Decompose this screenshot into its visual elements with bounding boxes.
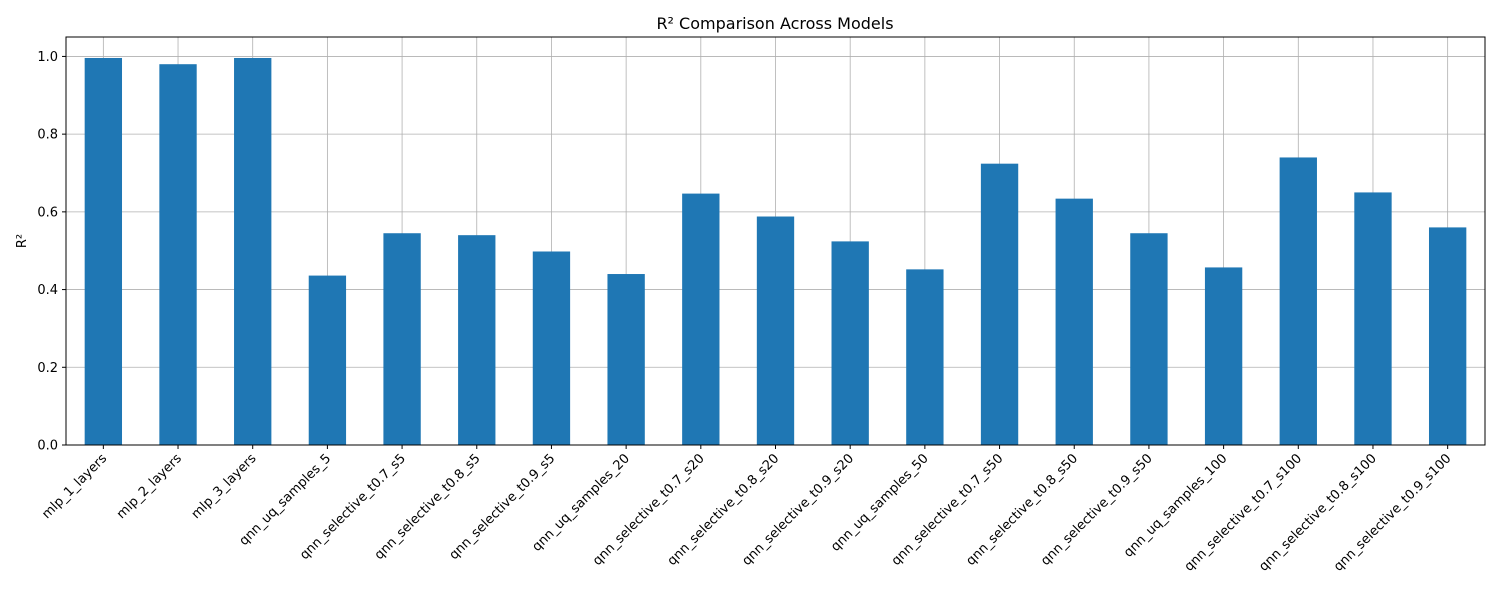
bar [1354, 192, 1392, 445]
bar [1055, 198, 1093, 445]
bar [159, 64, 197, 445]
bar [682, 193, 720, 445]
bar [234, 57, 272, 446]
y-tick-label: 0.0 [37, 439, 58, 454]
bar [383, 233, 421, 445]
bar [1204, 267, 1243, 445]
bar [1279, 157, 1317, 445]
bar [1428, 227, 1467, 445]
y-tick-label: 0.2 [37, 361, 58, 376]
x-tick-label: mlp_3_layers [189, 451, 260, 522]
y-axis-ticks: 0.0 0.2 0.4 0.6 0.8 1.0 [37, 50, 66, 454]
bar [831, 241, 869, 445]
chart-title: R² Comparison Across Models [656, 14, 893, 33]
bar [607, 274, 645, 445]
bars [84, 57, 1467, 446]
bar [458, 235, 496, 445]
bar [532, 251, 571, 445]
bar [756, 216, 795, 445]
x-tick-label: mlp_1_layers [39, 451, 110, 522]
bar [308, 275, 347, 445]
y-axis-label: R² [15, 234, 30, 248]
bar [84, 57, 123, 446]
y-tick-label: 0.4 [37, 283, 58, 298]
x-axis-ticks: mlp_1_layers mlp_2_layers mlp_3_layersqnn_… [39, 445, 1454, 575]
bar [906, 269, 944, 445]
y-tick-label: 0.8 [37, 128, 58, 143]
bar [1130, 233, 1168, 445]
bar [980, 163, 1019, 445]
y-tick-label: 0.6 [37, 205, 58, 220]
x-tick-label: mlp_2_layers [114, 451, 185, 522]
y-tick-label: 1.0 [37, 50, 58, 65]
